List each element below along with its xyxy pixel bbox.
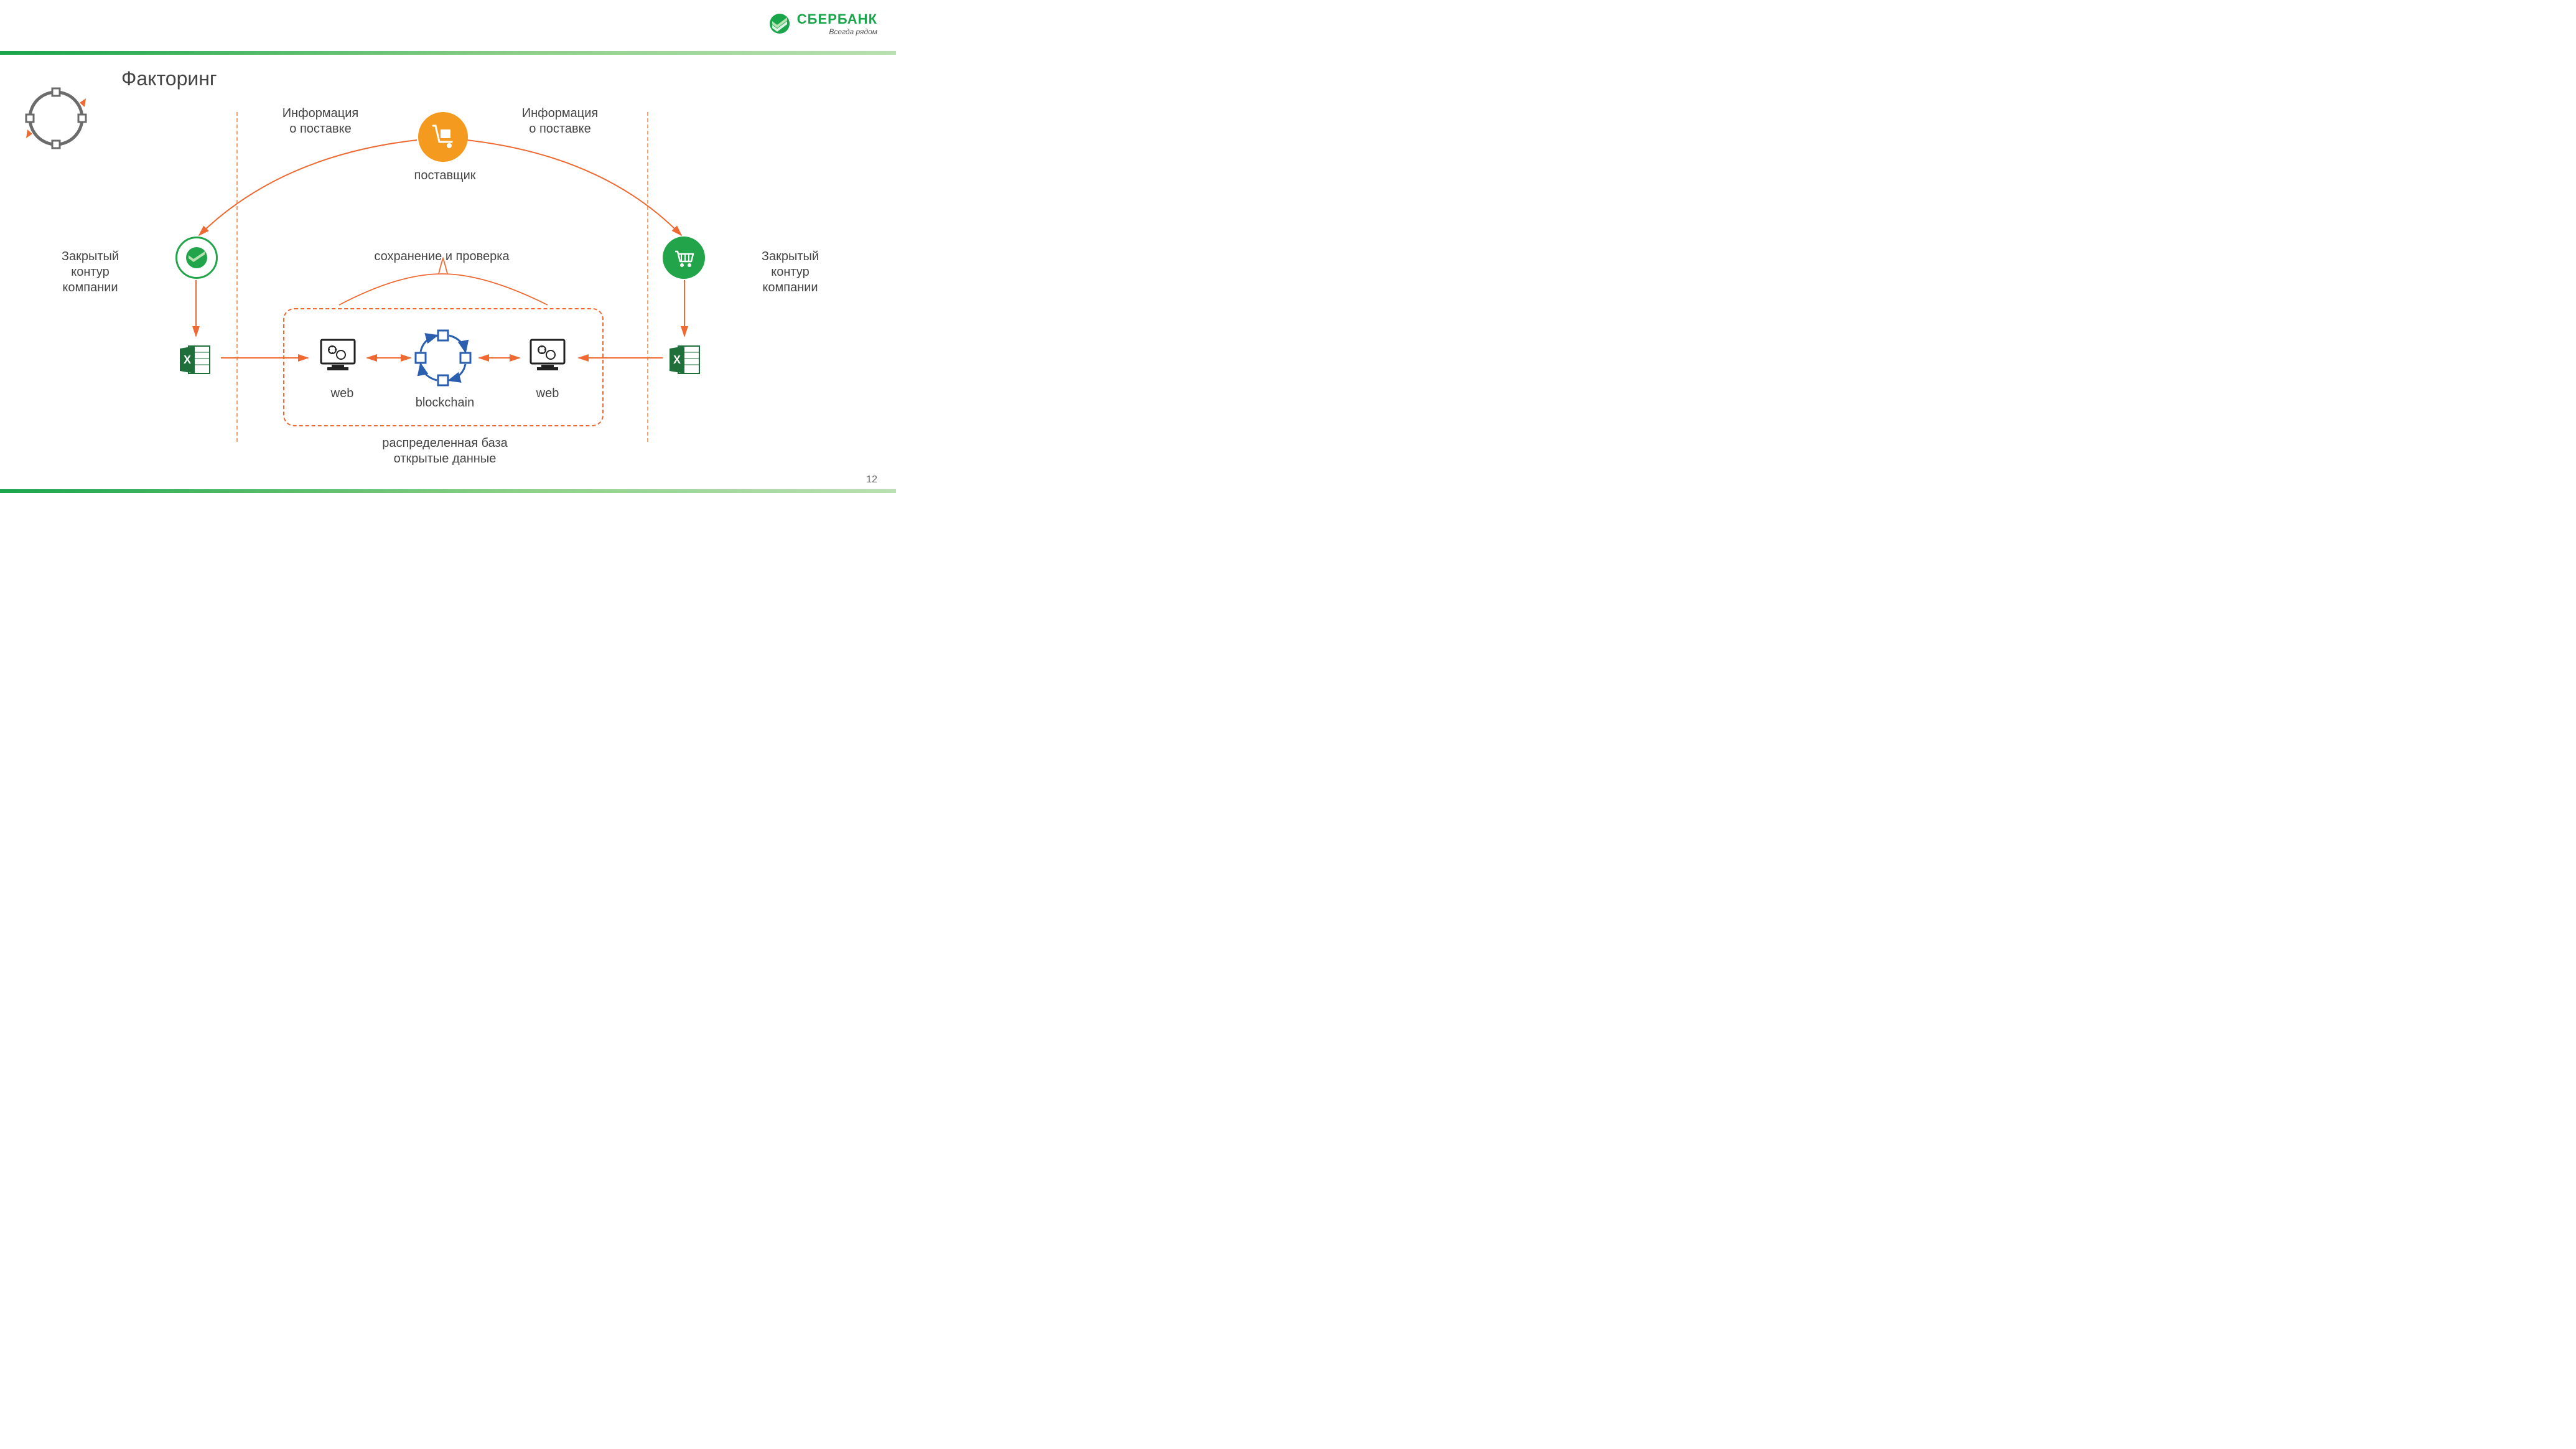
label-save-check: сохранение и проверка xyxy=(348,249,535,265)
excel-left-icon: X xyxy=(177,341,215,378)
brand-name: СБЕРБАНК xyxy=(797,11,877,27)
cart-node xyxy=(663,237,705,279)
label-distributed: распределенная база открытые данные xyxy=(345,436,544,467)
blockchain-icon xyxy=(412,327,474,389)
vert-divider-left xyxy=(236,112,238,442)
vert-divider-right xyxy=(647,112,648,442)
web-left-icon xyxy=(316,335,360,378)
svg-text:X: X xyxy=(184,354,191,366)
top-divider xyxy=(0,51,896,55)
sber-node xyxy=(175,237,218,279)
web-right-icon xyxy=(526,335,569,378)
bottom-divider xyxy=(0,489,896,493)
brand-logo: СБЕРБАНК Всегда рядом xyxy=(768,11,877,36)
brand-tagline: Всегда рядом xyxy=(829,27,877,36)
sber-logo-icon xyxy=(768,12,791,35)
diagram-canvas: Информация о поставке Информация о поста… xyxy=(0,87,896,473)
sber-icon xyxy=(184,245,209,270)
label-closed-left: Закрытый контур компании xyxy=(44,249,137,296)
page-number: 12 xyxy=(866,474,877,485)
label-info-right: Информация о поставке xyxy=(498,106,622,137)
handtruck-icon xyxy=(429,123,457,151)
supplier-node xyxy=(418,112,468,162)
label-info-left: Информация о поставке xyxy=(258,106,383,137)
cart-icon xyxy=(671,245,696,270)
excel-right-icon: X xyxy=(667,341,704,378)
label-supplier: поставщик xyxy=(398,168,492,184)
svg-text:X: X xyxy=(673,354,681,366)
label-closed-right: Закрытый контур компании xyxy=(744,249,837,296)
